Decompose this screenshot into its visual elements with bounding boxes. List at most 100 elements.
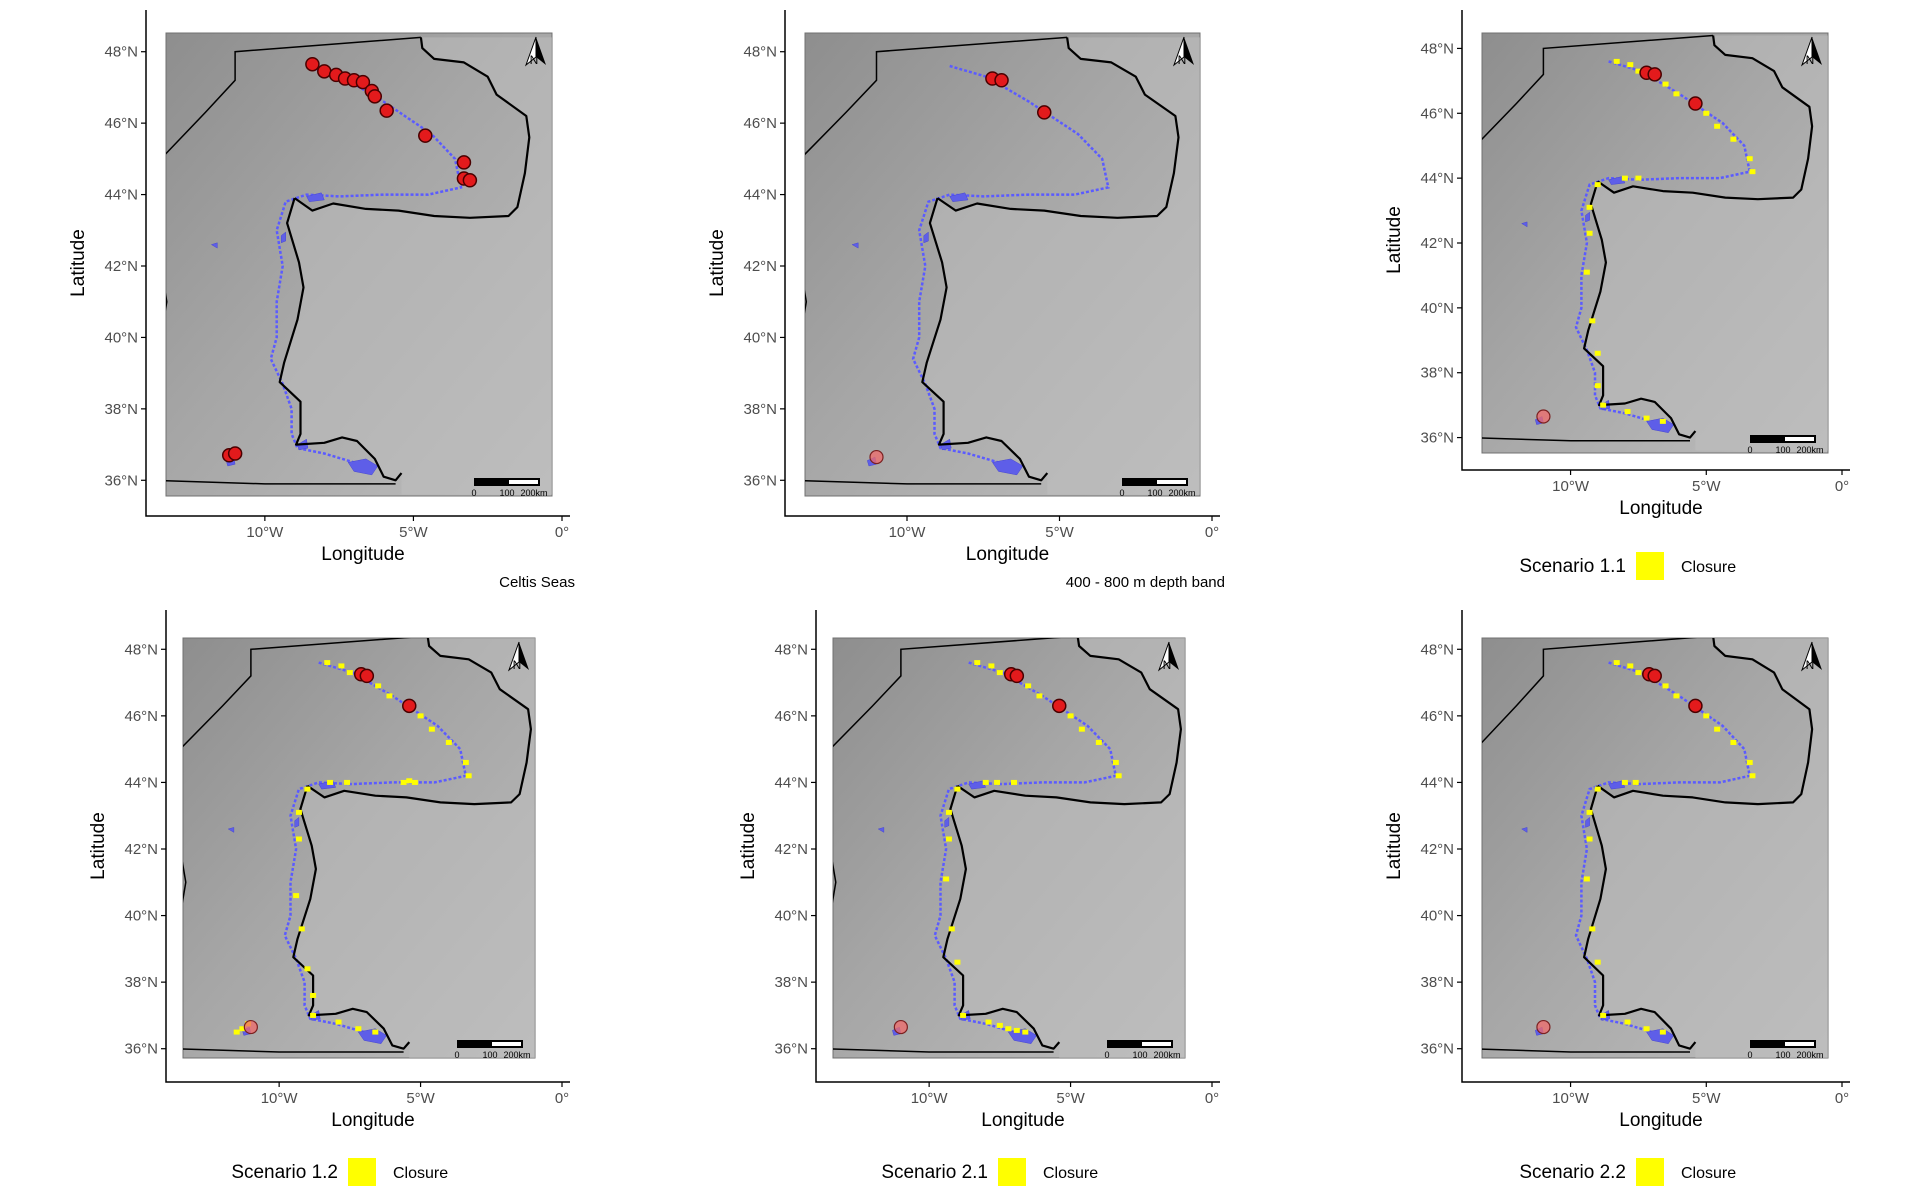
x-tick-label: 5°W: [1692, 1090, 1721, 1107]
depth-band-line: [911, 64, 1110, 471]
map-plot: N 0 100 200km 48°N 46°N 44°N 42°N 40°N 38°N 36°N 10…: [1384, 10, 1850, 580]
y-axis-title: Latitude: [1384, 812, 1405, 880]
y-tick-label: 44°N: [104, 187, 138, 204]
occurrence-point: [1688, 96, 1703, 111]
occurrence-point: [355, 74, 371, 90]
panel-caption: Celtis Seas: [499, 574, 575, 591]
map-panel-p6: N 0 100 200km 48°N 46°N 44°N 42°N 40°N 38°N 36°N 10…: [1280, 600, 1920, 1200]
depth-band-patch: [851, 242, 859, 249]
closure-area: [1749, 169, 1756, 175]
legend-label: Closure: [393, 1165, 448, 1182]
closure-area: [304, 966, 311, 972]
closure-area: [428, 726, 435, 732]
closure-area: [1115, 773, 1122, 779]
occurrence-point: [227, 446, 243, 461]
closure-area: [1673, 693, 1680, 699]
closure-area: [1594, 959, 1601, 965]
y-tick-label: 40°N: [124, 908, 158, 925]
closure-area: [1589, 926, 1596, 932]
map-panel-p5: N 0 100 200km 48°N 46°N 44°N 42°N 40°N 38°N 36°N 10…: [640, 600, 1280, 1200]
north-arrow-label: N: [530, 53, 539, 67]
closure-area: [1586, 230, 1593, 236]
depth-band-line: [1574, 60, 1752, 429]
depth-band-patch: [1521, 221, 1528, 228]
closure-area: [1594, 383, 1601, 389]
axis-lines: [784, 10, 1220, 517]
x-tick-label: 5°W: [406, 1090, 435, 1107]
closure-area: [945, 809, 952, 815]
depth-band-patch: [210, 242, 218, 249]
y-tick-label: 36°N: [774, 1041, 808, 1058]
closure-area: [1011, 779, 1017, 785]
scale-bar-label: 200km: [520, 488, 547, 498]
land-area: [922, 37, 1200, 495]
depth-band-line: [1574, 661, 1752, 1040]
scale-bar-label: 200km: [1168, 488, 1195, 498]
closure-area: [304, 786, 311, 792]
y-tick-label: 42°N: [124, 841, 158, 858]
legend-title: Scenario 1.1: [1519, 556, 1626, 577]
y-axis-title: Latitude: [707, 229, 728, 297]
closure-area: [1112, 759, 1119, 765]
closure-area: [375, 683, 382, 689]
scale-bar-label: 0: [471, 488, 476, 498]
depth-band-patch: [1585, 816, 1590, 828]
scale-bar-label: 100: [1775, 445, 1790, 455]
y-tick-label: 48°N: [1420, 40, 1454, 57]
depth-band-patch: [968, 780, 987, 790]
y-tick-label: 40°N: [104, 329, 138, 346]
legend-label: Closure: [1043, 1165, 1098, 1182]
depth-band-line: [283, 661, 468, 1040]
scale-bar-label: 200km: [1796, 1050, 1823, 1060]
y-tick-label: 36°N: [1420, 1041, 1454, 1058]
closure-area: [982, 779, 989, 785]
closure-area: [960, 1012, 967, 1018]
y-axis-title: Latitude: [738, 812, 759, 880]
closure-area: [1005, 1026, 1012, 1032]
closure-area: [1583, 876, 1590, 882]
closure-area: [1586, 204, 1593, 210]
y-axis-title: Latitude: [68, 229, 89, 297]
closure-area: [1746, 759, 1753, 765]
legend: Scenario 1.1 Closure: [1519, 552, 1736, 580]
y-tick-label: 42°N: [1420, 235, 1454, 252]
depth-band-patch: [991, 458, 1024, 476]
north-arrow-label: N: [1178, 53, 1187, 67]
closure-area: [1749, 773, 1756, 779]
north-arrow-label: N: [1806, 658, 1815, 672]
legend-key-swatch: [1636, 552, 1664, 580]
occurrence-point: [379, 103, 394, 118]
closure-area: [1586, 809, 1593, 815]
closure-area: [338, 663, 345, 669]
y-tick-label: 46°N: [104, 115, 138, 132]
closure-area: [324, 660, 331, 666]
legend-key-swatch: [998, 1158, 1026, 1186]
occurrence-point: [359, 668, 375, 684]
x-tick-label: 10°W: [911, 1090, 949, 1107]
closure-area: [985, 1019, 992, 1025]
closure-area: [411, 779, 418, 785]
scale-bar-label: 0: [1119, 488, 1124, 498]
closure-area: [310, 992, 317, 998]
closure-area: [465, 773, 472, 779]
closure-area: [344, 779, 351, 785]
closure-area: [1036, 693, 1043, 699]
x-axis-title: Longitude: [321, 544, 404, 565]
map-plot: N 0 100 200km 48°N 46°N 44°N 42°N 40°N 38°N 36°N 10…: [68, 10, 575, 591]
x-axis-title: Longitude: [981, 1110, 1064, 1131]
closure-area: [1643, 415, 1650, 421]
y-tick-label: 46°N: [774, 708, 808, 725]
y-tick-label: 40°N: [1420, 300, 1454, 317]
closure-area: [996, 670, 1003, 676]
closure-area: [1621, 175, 1628, 181]
x-tick-label: 0°: [1205, 1090, 1219, 1107]
y-tick-label: 42°N: [743, 258, 777, 275]
y-tick-label: 42°N: [1420, 841, 1454, 858]
coastline-biscay: [936, 37, 1180, 219]
coastline-biscay: [1597, 638, 1814, 806]
north-arrow-icon: N: [1800, 641, 1822, 672]
closure-area: [1714, 726, 1721, 732]
land-area: [293, 638, 535, 1058]
north-arrow-icon: N: [1800, 36, 1822, 67]
map-panel-p4: N 0 100 200km 48°N 46°N 44°N 42°N 40°N 38°N 36°N 10…: [0, 600, 640, 1200]
